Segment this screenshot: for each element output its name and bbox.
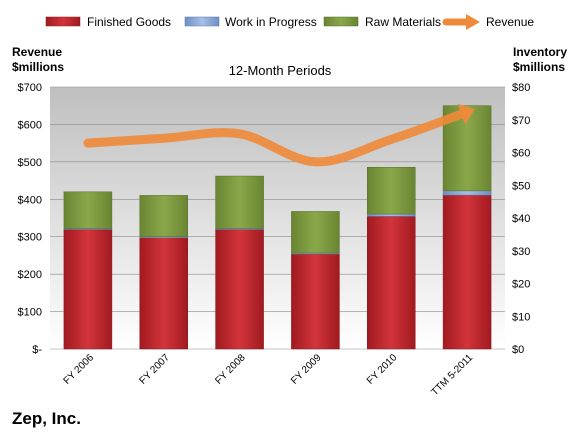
right-tick-label: $40 xyxy=(512,213,530,225)
left-axis-label-line2: $millions xyxy=(12,60,64,74)
legend-item-work-in-progress: Work in Progress xyxy=(184,15,317,29)
bar-raw-materials xyxy=(215,175,264,229)
left-tick-label: $600 xyxy=(18,119,42,131)
left-tick-label: $200 xyxy=(18,269,42,281)
bar-finished-goods xyxy=(367,216,416,350)
legend-label-revenue: Revenue xyxy=(486,15,534,29)
bar-finished-goods xyxy=(139,237,188,350)
right-tick-label: $50 xyxy=(512,180,530,192)
right-tick-label: $10 xyxy=(512,311,530,323)
left-tick-label: $700 xyxy=(18,82,42,94)
left-tick-label: $300 xyxy=(18,232,42,244)
bar-finished-goods xyxy=(442,194,492,350)
left-tick-label: $500 xyxy=(18,157,42,169)
right-tick-label: $80 xyxy=(512,82,530,94)
right-tick-label: $70 xyxy=(512,115,530,127)
right-axis-label-line2: $millions xyxy=(513,60,565,74)
legend-label-work-in-progress: Work in Progress xyxy=(225,15,317,29)
x-axis-ticks: FY 2006 FY 2007 FY 2008 FY 2009 FY 2010 TTM 5… xyxy=(62,352,476,398)
bar-finished-goods xyxy=(63,229,113,350)
revenue-arrowhead xyxy=(457,103,475,125)
bar-finished-goods xyxy=(291,253,340,350)
bar-finished-goods xyxy=(215,229,264,350)
left-tick-label: $- xyxy=(32,344,42,356)
x-tick-label: FY 2007 xyxy=(137,352,172,387)
legend-swatch-work-in-progress xyxy=(184,16,220,27)
right-axis-ticks: $0 $10 $20 $30 $40 $50 $60 $70 $80 xyxy=(512,82,530,356)
left-axis-ticks: $- $100 $200 $300 $400 $500 $600 $700 xyxy=(18,82,43,356)
right-tick-label: $0 xyxy=(512,344,524,356)
bar-raw-materials xyxy=(367,166,416,215)
legend-swatch-revenue-arrow xyxy=(466,14,480,30)
left-axis-label-line1: Revenue xyxy=(12,45,62,59)
x-tick-label: FY 2008 xyxy=(213,352,248,387)
right-axis-label-line1: Inventory xyxy=(513,45,567,59)
legend-item-finished-goods: Finished Goods xyxy=(45,15,171,29)
legend-swatch-finished-goods xyxy=(45,16,81,27)
legend: Finished Goods Work in Progress Raw Mate… xyxy=(45,14,534,30)
legend-label-raw-materials: Raw Materials xyxy=(365,15,441,29)
legend-item-raw-materials: Raw Materials xyxy=(323,15,441,29)
legend-label-finished-goods: Finished Goods xyxy=(87,15,171,29)
bar-raw-materials xyxy=(139,195,188,237)
bar-work-in-progress xyxy=(442,190,492,196)
x-tick-label: FY 2006 xyxy=(62,352,97,387)
left-tick-label: $100 xyxy=(18,307,42,319)
x-tick-label: FY 2009 xyxy=(289,352,324,387)
x-tick-label: TTM 5-2011 xyxy=(429,352,475,398)
revenue-line xyxy=(83,107,472,167)
bar-work-in-progress xyxy=(367,213,416,217)
bars xyxy=(63,105,492,350)
legend-swatch-raw-materials xyxy=(323,16,359,27)
company-name: Zep, Inc. xyxy=(12,409,81,428)
chart-title: 12-Month Periods xyxy=(229,63,332,78)
x-tick-label: FY 2010 xyxy=(365,352,400,387)
right-tick-label: $20 xyxy=(512,279,530,291)
right-tick-label: $60 xyxy=(512,148,530,160)
right-tick-label: $30 xyxy=(512,246,530,258)
legend-item-revenue: Revenue xyxy=(442,14,534,30)
bar-raw-materials xyxy=(291,211,340,254)
left-tick-label: $400 xyxy=(18,194,42,206)
bar-raw-materials xyxy=(63,191,113,229)
